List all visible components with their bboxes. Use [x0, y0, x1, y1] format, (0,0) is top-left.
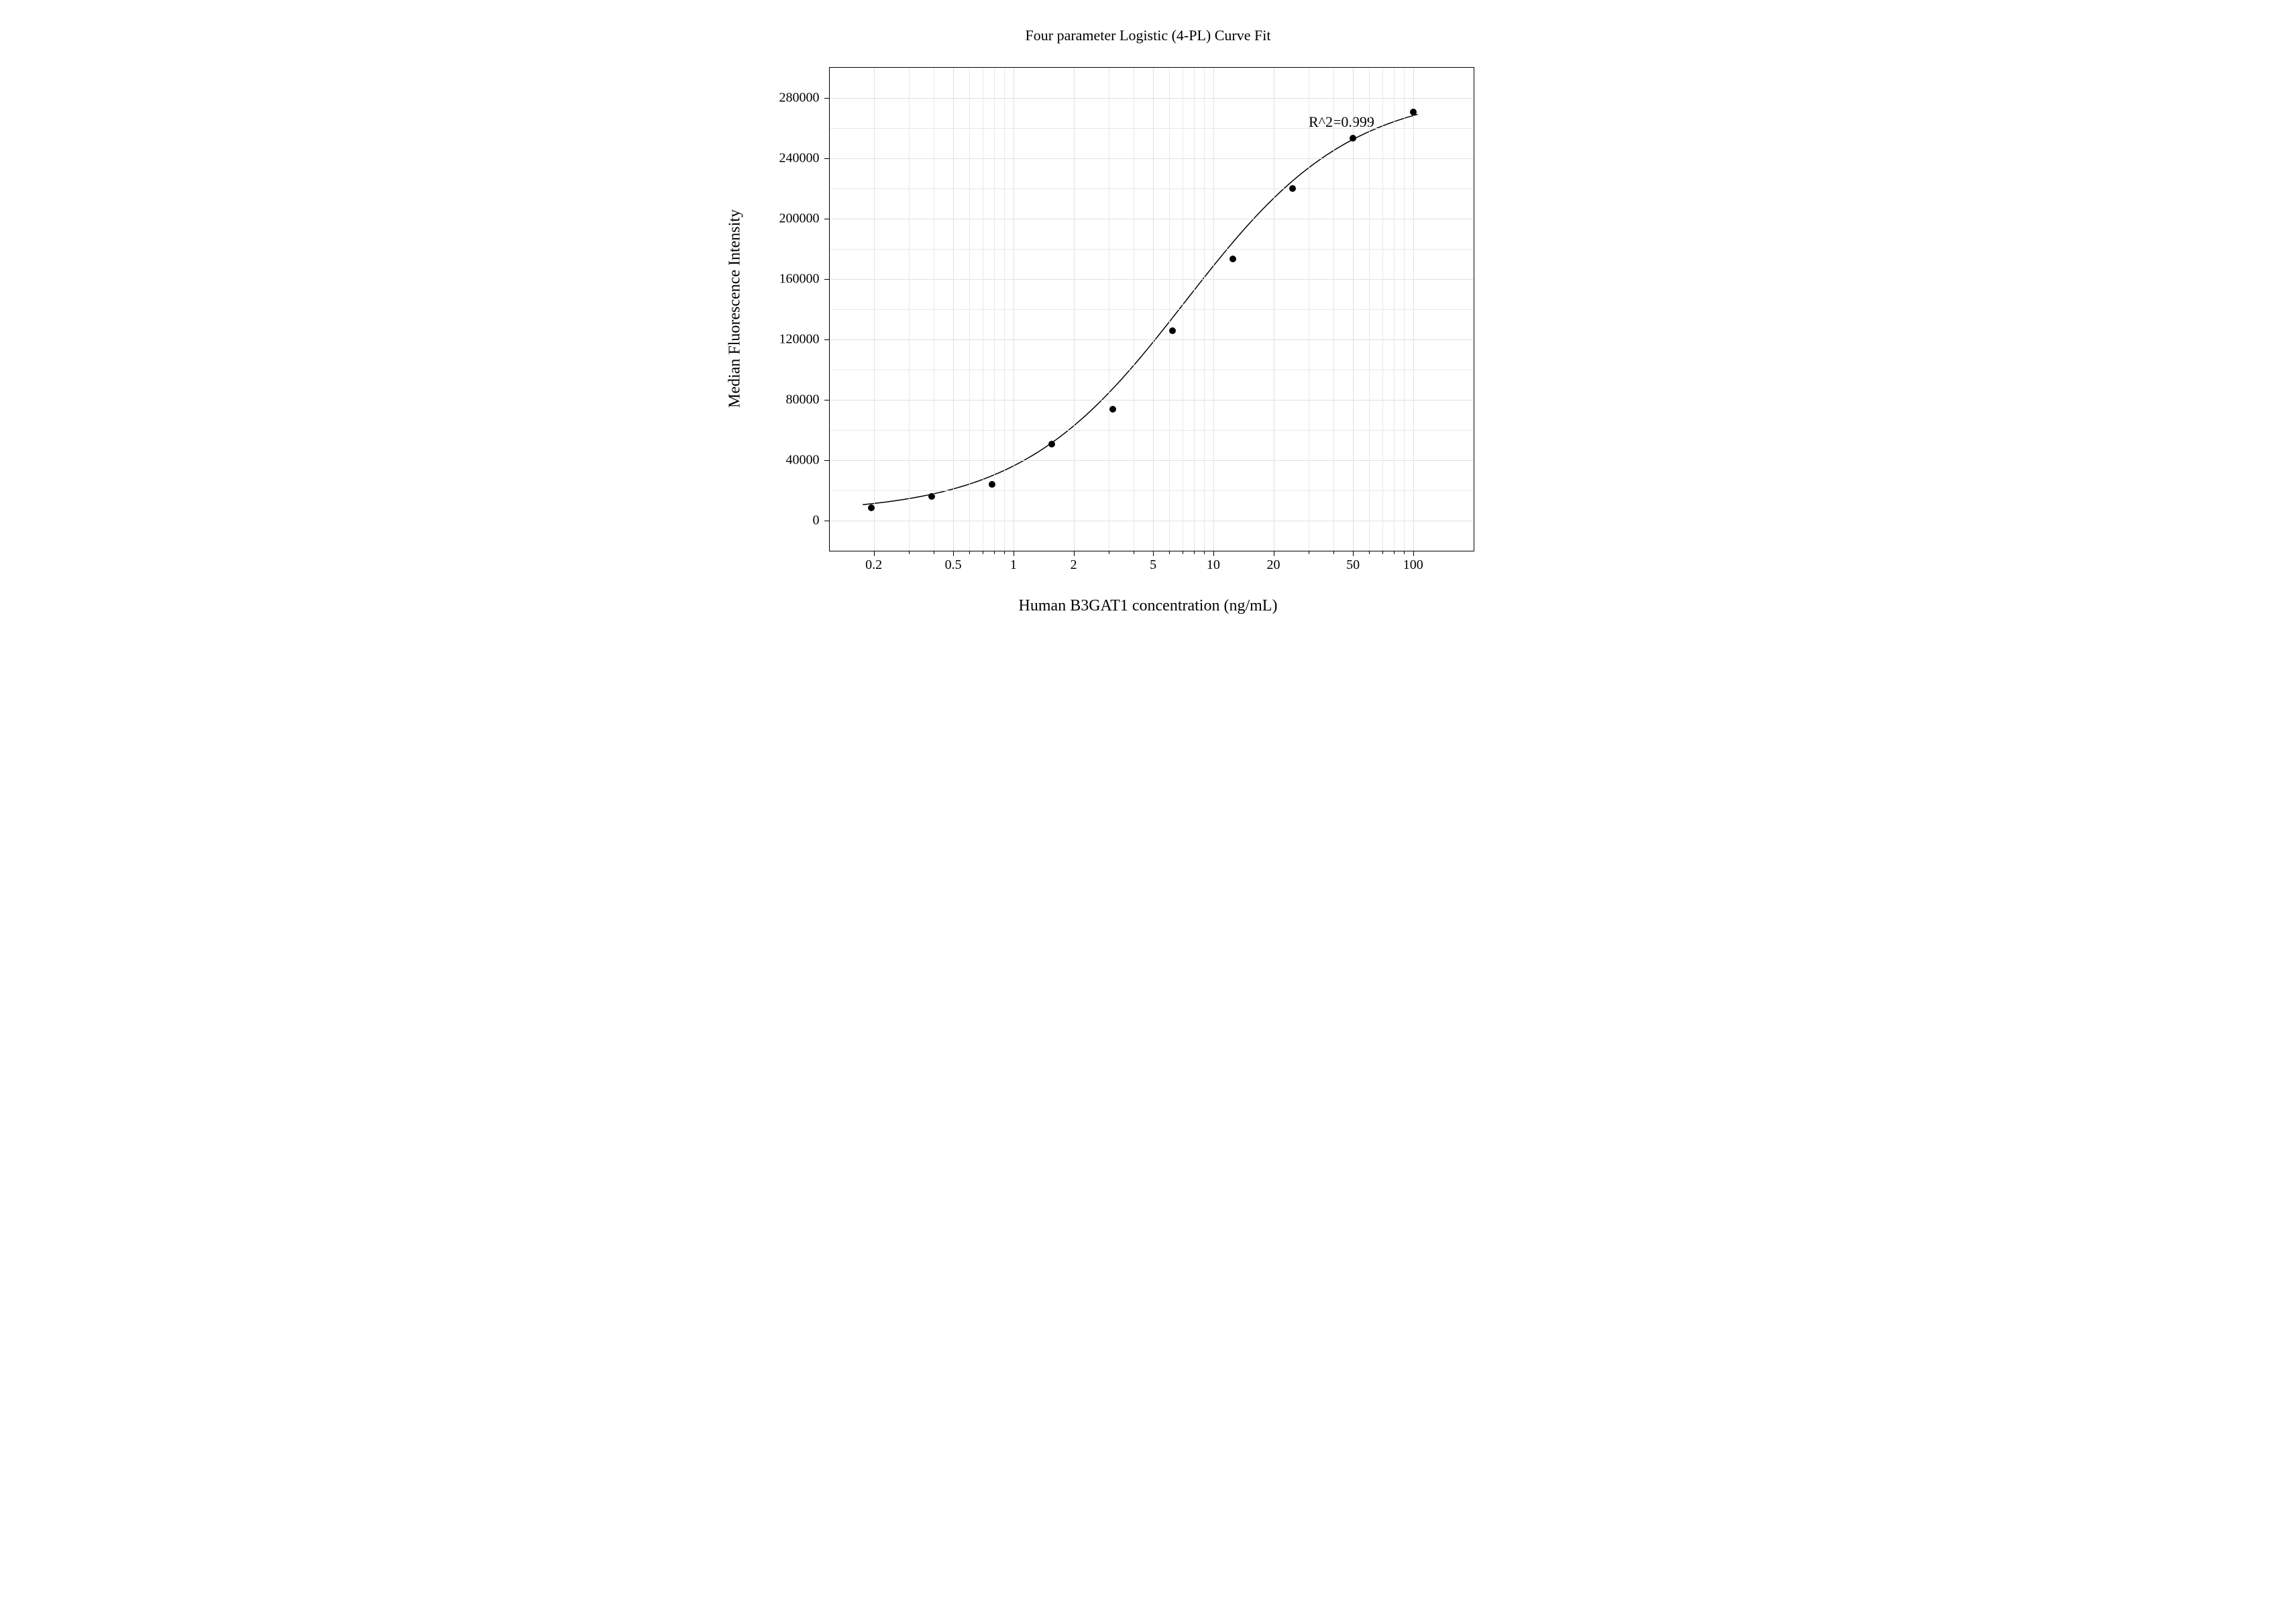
grid-line-h: [830, 279, 1474, 280]
grid-line-v-major: [1153, 68, 1154, 551]
grid-line-h-minor: [830, 309, 1474, 310]
grid-line-h: [830, 460, 1474, 461]
x-tick-minor: [1369, 551, 1370, 554]
x-tick-minor: [1404, 551, 1405, 554]
x-tick-minor: [1004, 551, 1005, 554]
x-tick-label: 0.5: [945, 557, 962, 573]
x-tick-label: 0.2: [865, 557, 882, 573]
x-tick-minor: [994, 551, 995, 554]
grid-line-v-major: [953, 68, 954, 551]
plot-area: R^2=0.999 040000800001200001600002000002…: [829, 67, 1474, 551]
x-tick-major: [1353, 551, 1354, 556]
y-axis-title: Median Fluorescence Intensity: [726, 209, 744, 408]
data-point: [1048, 441, 1055, 447]
y-tick-label: 280000: [753, 91, 820, 106]
y-tick-label: 40000: [753, 453, 820, 468]
y-tick-label: 0: [753, 513, 820, 529]
y-tick-label: 200000: [753, 211, 820, 227]
x-tick-label: 2: [1071, 557, 1077, 573]
x-tick-minor: [1169, 551, 1170, 554]
grid-line-h-minor: [830, 249, 1474, 250]
data-point: [928, 493, 935, 500]
grid-line-v-minor: [969, 68, 970, 551]
grid-line-v-minor: [1194, 68, 1195, 551]
grid-line-h: [830, 98, 1474, 99]
grid-line-v-major: [1213, 68, 1214, 551]
x-tick-label: 20: [1267, 557, 1280, 573]
data-point: [1350, 135, 1356, 142]
data-point: [1229, 256, 1236, 262]
x-tick-major: [874, 551, 875, 556]
y-tick-label: 160000: [753, 272, 820, 287]
x-tick-minor: [1204, 551, 1205, 554]
y-tick: [824, 339, 830, 340]
y-tick-label: 80000: [753, 392, 820, 408]
grid-line-h-minor: [830, 490, 1474, 491]
x-tick-minor: [969, 551, 970, 554]
x-tick-minor: [1394, 551, 1395, 554]
y-tick: [824, 158, 830, 159]
grid-line-v-major: [1074, 68, 1075, 551]
data-point: [1410, 109, 1417, 115]
y-tick: [824, 460, 830, 461]
x-tick-major: [1074, 551, 1075, 556]
x-tick-major: [1413, 551, 1414, 556]
grid-line-v-minor: [1394, 68, 1395, 551]
x-tick-major: [1213, 551, 1214, 556]
y-tick-label: 120000: [753, 332, 820, 347]
y-tick: [824, 98, 830, 99]
grid-line-h-minor: [830, 430, 1474, 431]
grid-line-v-minor: [1204, 68, 1205, 551]
grid-line-v-minor: [1404, 68, 1405, 551]
chart-title: Four parameter Logistic (4-PL) Curve Fit: [1026, 27, 1271, 44]
x-tick-label: 50: [1346, 557, 1360, 573]
grid-line-h: [830, 158, 1474, 159]
grid-line-v-minor: [1004, 68, 1005, 551]
x-tick-minor: [1382, 551, 1383, 554]
grid-line-h-minor: [830, 128, 1474, 129]
data-point: [1109, 406, 1116, 413]
grid-line-h: [830, 339, 1474, 340]
chart-container: Four parameter Logistic (4-PL) Curve Fit…: [668, 13, 1629, 684]
grid-line-v-major: [1413, 68, 1414, 551]
grid-line-v-minor: [1382, 68, 1383, 551]
data-point: [1169, 327, 1176, 334]
x-tick-label: 5: [1150, 557, 1156, 573]
grid-line-v-minor: [1369, 68, 1370, 551]
x-tick-minor: [909, 551, 910, 554]
x-tick-label: 10: [1207, 557, 1220, 573]
x-tick-major: [953, 551, 954, 556]
grid-line-v-minor: [1169, 68, 1170, 551]
x-tick-minor: [1333, 551, 1334, 554]
grid-line-v-minor: [1333, 68, 1334, 551]
grid-line-v-minor: [994, 68, 995, 551]
data-point: [1289, 185, 1296, 192]
x-tick-minor: [1194, 551, 1195, 554]
y-tick-label: 240000: [753, 151, 820, 166]
x-tick-major: [1153, 551, 1154, 556]
grid-line-v-major: [874, 68, 875, 551]
data-point: [989, 481, 995, 488]
x-tick-label: 100: [1403, 557, 1423, 573]
data-point: [868, 504, 875, 511]
grid-line-v-minor: [909, 68, 910, 551]
y-tick: [824, 279, 830, 280]
x-tick-label: 1: [1010, 557, 1017, 573]
x-axis-title: Human B3GAT1 concentration (ng/mL): [1019, 597, 1278, 615]
